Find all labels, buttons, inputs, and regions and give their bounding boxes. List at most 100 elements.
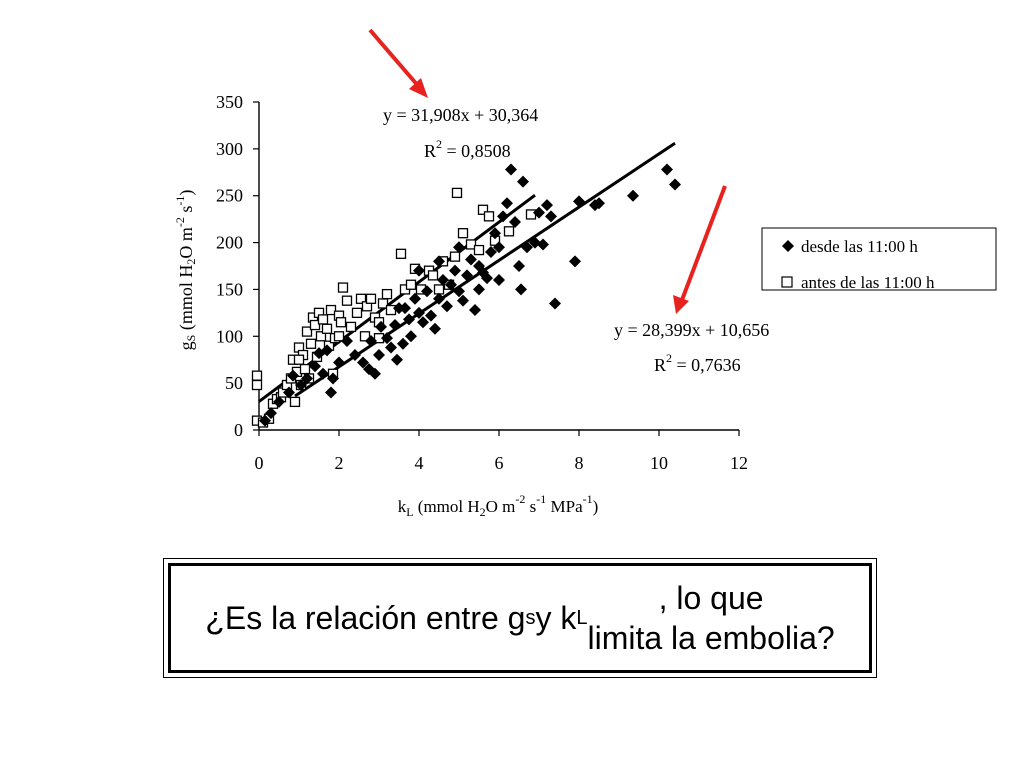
data-point-desde bbox=[541, 199, 553, 212]
data-point-desde bbox=[375, 320, 387, 333]
data-point-antes bbox=[477, 204, 489, 215]
data-point-desde bbox=[445, 278, 457, 291]
data-point-desde bbox=[465, 253, 477, 266]
data-point-antes bbox=[433, 284, 445, 295]
x-tick-label: 8 bbox=[575, 453, 584, 473]
data-point-antes bbox=[315, 331, 327, 342]
data-point-desde bbox=[381, 332, 393, 345]
data-point-antes bbox=[457, 228, 469, 239]
data-point-desde bbox=[327, 372, 339, 385]
y-tick-label: 150 bbox=[216, 279, 243, 299]
y-tick-label: 0 bbox=[234, 420, 243, 440]
data-point-antes bbox=[293, 354, 305, 365]
data-point-antes bbox=[341, 295, 353, 306]
data-point-antes bbox=[465, 239, 477, 250]
data-point-antes bbox=[317, 314, 329, 325]
data-point-antes bbox=[503, 226, 515, 237]
data-point-desde bbox=[405, 330, 417, 343]
data-point-desde bbox=[573, 195, 585, 208]
data-point-desde bbox=[357, 356, 369, 369]
y-label-g: g bbox=[176, 341, 196, 350]
data-point-desde bbox=[287, 369, 299, 382]
data-point-antes bbox=[525, 209, 537, 220]
data-point-desde bbox=[417, 316, 429, 329]
scatter-chart: 0 50 100 150 200 250 300 350 0 2 4 6 8 10 12 gS (mmol… bbox=[173, 28, 997, 519]
data-point-antes bbox=[345, 321, 357, 333]
data-point-desde bbox=[321, 344, 333, 357]
data-point-desde bbox=[485, 245, 497, 258]
red-arrowhead-top bbox=[409, 78, 428, 98]
y-axis-label: gS (mmol H2O m-2 s-1) bbox=[173, 190, 198, 351]
red-arrow-right bbox=[680, 185, 727, 301]
data-point-antes bbox=[337, 282, 349, 293]
legend-antes-label: antes de las 11:00 h bbox=[801, 273, 935, 292]
data-point-desde bbox=[317, 367, 329, 380]
equation-desde-line: y = 28,399x + 10,656 bbox=[614, 320, 769, 340]
data-point-desde bbox=[373, 349, 385, 362]
data-point-desde bbox=[533, 206, 545, 219]
data-point-antes bbox=[385, 304, 397, 316]
data-point-desde bbox=[365, 334, 377, 347]
data-point-antes bbox=[335, 317, 347, 328]
data-point-antes bbox=[395, 248, 407, 259]
data-point-desde bbox=[489, 227, 501, 240]
data-point-desde bbox=[425, 309, 437, 322]
x-label-h2o-sub: 2 bbox=[480, 505, 486, 519]
data-point-desde bbox=[389, 319, 401, 332]
y-tick-label: 250 bbox=[216, 186, 243, 206]
legend-square-marker bbox=[781, 276, 793, 288]
x-label-s-sup: -1 bbox=[536, 492, 546, 506]
data-point-desde bbox=[325, 386, 337, 399]
data-point-desde bbox=[397, 337, 409, 350]
data-point-desde bbox=[441, 300, 453, 313]
data-point-desde bbox=[509, 215, 521, 228]
data-point-desde bbox=[469, 304, 481, 317]
data-point-desde bbox=[413, 306, 425, 319]
y-tick-label: 100 bbox=[216, 326, 243, 346]
legend-diamond-marker bbox=[782, 240, 794, 252]
data-point-antes bbox=[405, 279, 417, 290]
data-point-desde bbox=[409, 292, 421, 305]
data-point-desde bbox=[593, 197, 605, 210]
data-point-desde bbox=[545, 210, 557, 223]
legend-box bbox=[761, 227, 997, 291]
data-point-desde bbox=[309, 360, 321, 373]
data-point-desde bbox=[669, 178, 681, 191]
x-label-s: s bbox=[525, 497, 536, 516]
x-label-mpa-sup: -1 bbox=[583, 492, 593, 506]
x-tick-label: 4 bbox=[415, 453, 424, 473]
x-label-k: k bbox=[398, 497, 407, 516]
data-point-desde bbox=[369, 367, 381, 380]
data-point-antes bbox=[289, 396, 301, 408]
y-label-m-sup: -2 bbox=[173, 217, 187, 227]
data-point-desde bbox=[661, 163, 673, 176]
equation-antes-line: y = 31,908x + 30,364 bbox=[383, 105, 538, 125]
data-point-antes bbox=[381, 288, 393, 300]
data-point-desde bbox=[517, 175, 529, 188]
equation-antes-r2-prefix: R bbox=[424, 141, 436, 161]
data-point-desde bbox=[569, 255, 581, 268]
equation-desde-r2-prefix: R bbox=[654, 355, 666, 375]
data-point-desde bbox=[391, 353, 403, 366]
data-point-desde bbox=[433, 292, 445, 305]
y-tick-label: 50 bbox=[225, 373, 243, 393]
data-point-antes bbox=[325, 304, 337, 316]
equation-desde-r2: R2 = 0,7636 bbox=[654, 351, 741, 375]
data-point-antes bbox=[427, 270, 439, 281]
data-point-desde bbox=[493, 274, 505, 287]
data-point-desde bbox=[273, 395, 285, 408]
y-tick-label: 350 bbox=[216, 92, 243, 112]
data-point-antes bbox=[355, 293, 367, 304]
red-arrow-top bbox=[368, 28, 422, 90]
data-point-desde bbox=[515, 283, 527, 296]
data-point-desde bbox=[403, 313, 415, 326]
data-point-desde bbox=[413, 264, 425, 277]
data-point-desde bbox=[265, 407, 277, 420]
data-point-antes bbox=[483, 211, 495, 222]
data-point-antes bbox=[321, 323, 333, 334]
data-point-desde bbox=[497, 210, 509, 223]
data-point-antes bbox=[451, 187, 463, 199]
equation-desde-r2-value: = 0,7636 bbox=[672, 355, 741, 375]
data-point-desde bbox=[295, 379, 307, 392]
